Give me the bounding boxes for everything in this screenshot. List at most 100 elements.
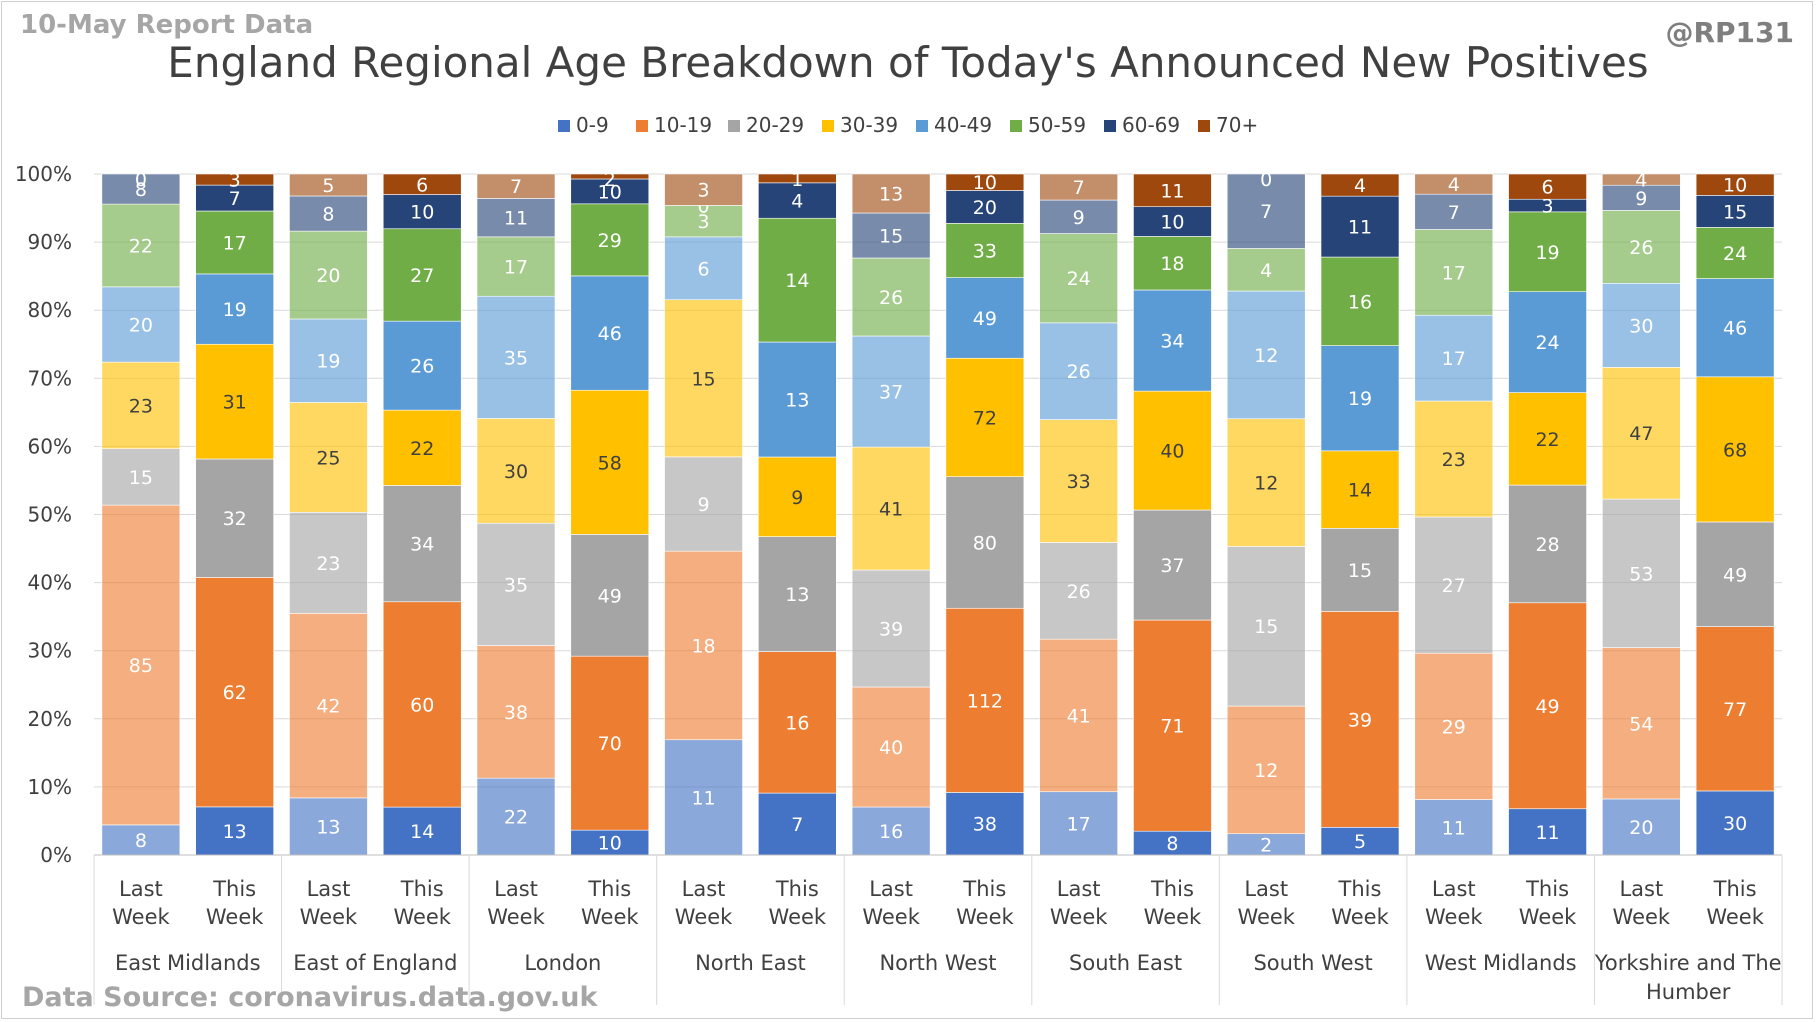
bar-segment [758, 651, 837, 794]
period-label: Week [1613, 905, 1671, 929]
legend-label: 70+ [1216, 113, 1258, 137]
bar-segment [476, 173, 556, 199]
bar-segment [289, 797, 368, 856]
bar-segment [851, 686, 931, 808]
region-label: North West [879, 951, 996, 975]
bar-segment [945, 357, 1025, 477]
period-label: Week [956, 905, 1014, 929]
bar-segment [1133, 619, 1212, 832]
y-tick-label: 70% [28, 366, 72, 390]
data-label: 17 [1067, 813, 1091, 835]
bar-segment [1602, 210, 1681, 284]
data-label: 112 [967, 690, 1003, 712]
data-label: 30 [504, 461, 528, 483]
bar-segment [1602, 498, 1681, 648]
data-label: 7 [791, 814, 803, 836]
data-label: 7 [1073, 177, 1085, 199]
bar-segment [1320, 827, 1400, 856]
bar-segment [945, 190, 1025, 224]
bar-segment [664, 173, 743, 206]
bar-segment [1039, 233, 1118, 324]
legend-swatch [1198, 120, 1210, 132]
data-label: 11 [691, 787, 715, 809]
period-label: This [1525, 877, 1569, 901]
data-label: 15 [879, 226, 903, 248]
bar-segment [664, 236, 743, 301]
bar-segment [664, 550, 743, 741]
bar-segment [382, 194, 462, 230]
period-label: Last [869, 877, 913, 901]
data-label: 14 [410, 821, 434, 843]
data-label: 20 [316, 265, 340, 287]
period-label: Week [1425, 905, 1483, 929]
bar-segment [1226, 173, 1306, 249]
legend-label: 0-9 [576, 113, 609, 137]
bar-segment [945, 223, 1025, 278]
chart-title: England Regional Age Breakdown of Today'… [167, 38, 1649, 87]
period-label: This [400, 877, 444, 901]
report-date-label: 10-May Report Data [20, 10, 314, 40]
bar-segment [101, 448, 181, 506]
bar-segment [1695, 195, 1775, 228]
bar-segment [758, 536, 837, 652]
region-label: Yorkshire and The [1594, 951, 1782, 975]
data-label: 9 [1073, 207, 1085, 229]
bar-segment [664, 299, 743, 458]
data-label: 41 [879, 499, 903, 521]
period-label: Last [494, 877, 538, 901]
period-label: This [587, 877, 631, 901]
data-label: 15 [129, 467, 153, 489]
y-tick-label: 80% [28, 298, 72, 322]
data-label: 18 [691, 635, 715, 657]
bar-segment [1602, 184, 1681, 211]
data-label: 37 [1160, 555, 1184, 577]
data-label: 47 [1629, 423, 1653, 445]
bar-segment [101, 504, 181, 826]
data-label: 8 [1166, 833, 1178, 855]
bar-segment [476, 295, 556, 419]
data-label: 26 [1629, 237, 1653, 259]
bar-segment [851, 212, 931, 259]
y-tick-label: 0% [40, 843, 72, 867]
data-label: 39 [1348, 709, 1372, 731]
bar-segment [1414, 400, 1494, 518]
data-label: 20 [129, 314, 153, 336]
period-label: Week [1144, 905, 1202, 929]
bar-segment [382, 601, 462, 808]
data-label: 3 [698, 180, 710, 202]
bar-segment [1133, 173, 1212, 208]
period-label: Last [307, 877, 351, 901]
data-label: 2 [604, 169, 616, 191]
data-label: 35 [504, 574, 528, 596]
period-label: Week [1519, 905, 1577, 929]
period-label: Week [393, 905, 451, 929]
author-handle: @RP131 [1665, 16, 1794, 49]
bar-segment [758, 456, 837, 537]
data-label: 9 [791, 487, 803, 509]
data-label: 25 [316, 447, 340, 469]
period-label: This [1713, 877, 1757, 901]
data-label: 23 [316, 553, 340, 575]
data-label: 29 [1442, 716, 1466, 738]
bar-segment [476, 777, 556, 856]
data-label: 1 [791, 169, 803, 191]
bar-segment [195, 184, 274, 212]
y-tick-label: 100% [15, 162, 72, 186]
bar-segment [289, 613, 368, 799]
data-label: 7 [229, 188, 241, 210]
bar-segment [1695, 173, 1775, 196]
bar-segment [1039, 199, 1118, 234]
bar-segment [664, 205, 743, 238]
period-label: Week [300, 905, 358, 929]
bar-segment [1039, 638, 1118, 793]
bar-segment [570, 178, 650, 205]
bar-segment [570, 389, 650, 535]
bar-segment [382, 485, 462, 603]
data-label: 10 [1160, 212, 1184, 234]
bar-segment [1602, 367, 1681, 500]
bar-segment [1414, 173, 1494, 195]
data-label: 26 [410, 356, 434, 378]
bar-segment [476, 645, 556, 779]
data-label: 15 [691, 368, 715, 390]
